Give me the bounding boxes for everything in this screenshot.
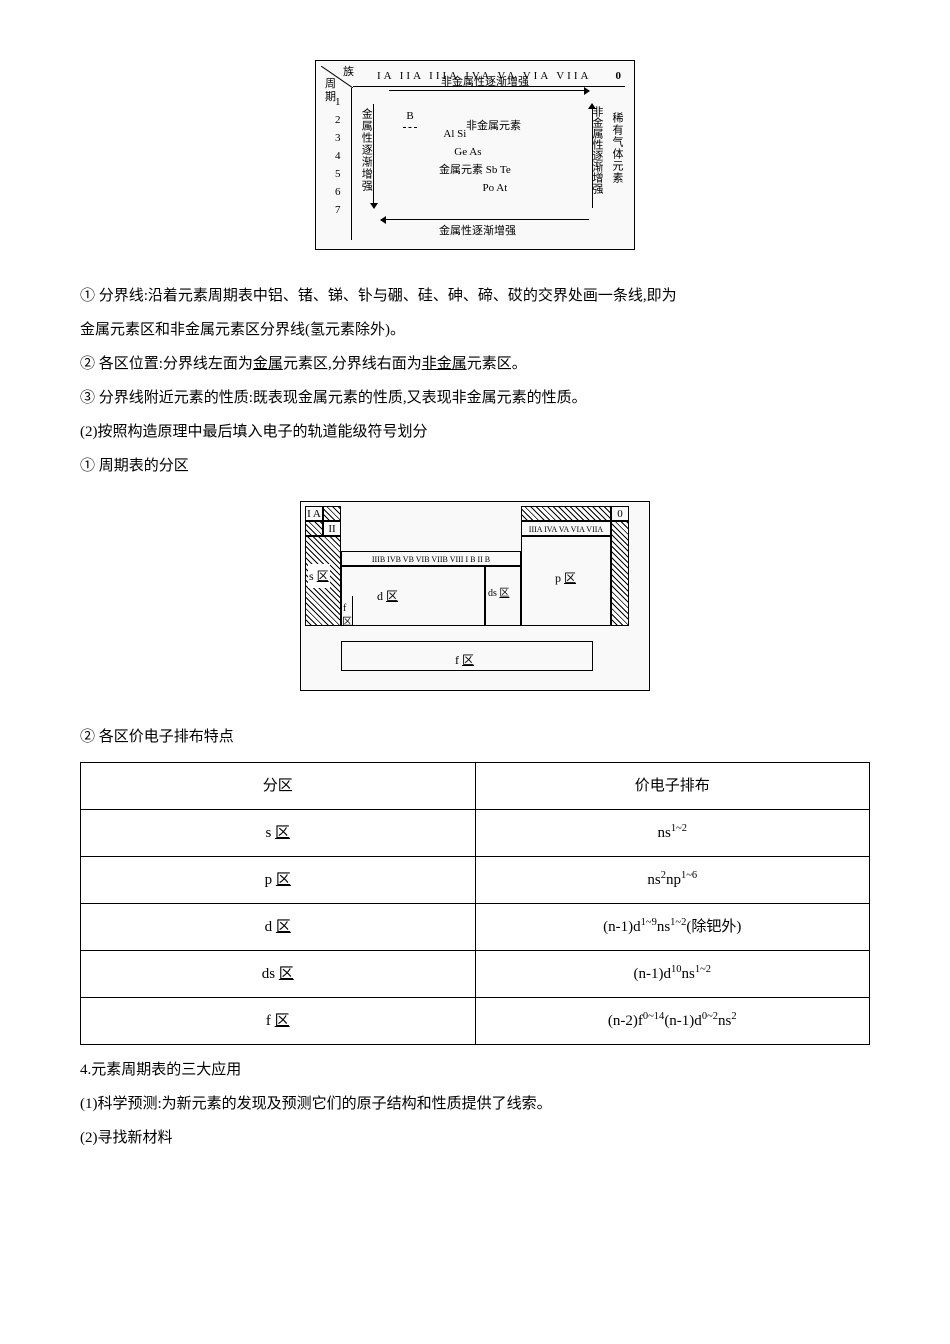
d-body: [341, 566, 485, 626]
para-valence-heading: ② 各区价电子排布特点: [80, 722, 870, 752]
period-7: 7: [335, 204, 341, 222]
group-zero: 0: [616, 70, 622, 83]
left-arrow-icon: [373, 104, 374, 208]
para-regions-a: ② 各区位置:分界线左面为: [80, 356, 253, 372]
cell-config: (n-1)d1~9ns1~2(除钯外): [475, 904, 870, 951]
para-block-heading: ① 周期表的分区: [80, 451, 870, 481]
period-rule: [351, 88, 352, 240]
hatch-p1: [521, 506, 611, 521]
stair-b: B: [403, 110, 417, 128]
period-1: 1: [335, 96, 341, 114]
cell-zone: d 区: [81, 904, 476, 951]
head-p: IIIA IVA VA VIA VIIA: [521, 521, 611, 536]
left-trend-label: 金属性逐渐增强: [359, 108, 372, 192]
para-boundary-2: 金属元素区和非金属元素区分界线(氢元素除外)。: [80, 315, 870, 345]
cell-zone: p 区: [81, 857, 476, 904]
period-6: 6: [335, 186, 341, 204]
para-applications: 4.元素周期表的三大应用: [80, 1055, 870, 1085]
period-4: 4: [335, 150, 341, 168]
cell-config: (n-2)f0~14(n-1)d0~2ns2: [475, 998, 870, 1045]
valence-table: 分区 价电子排布 s 区 ns1~2 p 区 ns2np1~6 d 区 (n-1…: [80, 762, 870, 1045]
head-ia: I A: [305, 506, 323, 521]
cell-zone: s 区: [81, 810, 476, 857]
block-inner: I A II A s 区 IIIB IVB VB VIB VIIB VIII I…: [305, 506, 645, 686]
nonmetal-region-label: 非金属元素: [466, 120, 521, 133]
stair-sb-te: 金属元素 Sb Te: [439, 164, 511, 182]
table-header-row: 分区 价电子排布: [81, 763, 870, 810]
cell-config: (n-1)d10ns1~2: [475, 951, 870, 998]
cell-zone: ds 区: [81, 951, 476, 998]
para-boundary-1: ① 分界线:沿着元素周期表中铝、锗、锑、钋与硼、硅、砷、碲、砹的交界处画一条线,…: [80, 281, 870, 311]
bottom-trend-label: 金属性逐渐增强: [439, 225, 516, 238]
para-regions-b: 元素区,分界线右面为: [283, 356, 422, 372]
table-row: ds 区 (n-1)d10ns1~2: [81, 951, 870, 998]
underline-nonmetal: 非金属: [422, 356, 467, 372]
period-3: 3: [335, 132, 341, 150]
table-row: p 区 ns2np1~6: [81, 857, 870, 904]
noble-gas-label: 稀有气体元素: [610, 112, 623, 184]
para-prediction: (1)科学预测:为新元素的发现及预测它们的原子结构和性质提供了线索。: [80, 1089, 870, 1119]
d-label: d 区: [377, 584, 398, 608]
diagram-inner: 族 周期 IA IIA IIIA IVA VA VIA VIIA 0 非金属性逐…: [321, 66, 629, 244]
hatch-0: [611, 521, 629, 626]
underline-metal: 金属: [253, 356, 283, 372]
metallicity-diagram: 族 周期 IA IIA IIIA IVA VA VIA VIIA 0 非金属性逐…: [315, 60, 635, 250]
stair-ge-as: Ge As: [425, 146, 511, 164]
cell-config: ns2np1~6: [475, 857, 870, 904]
hatch-1: [323, 506, 341, 521]
header-config: 价电子排布: [475, 763, 870, 810]
metallicity-diagram-container: 族 周期 IA IIA IIIA IVA VA VIA VIIA 0 非金属性逐…: [80, 60, 870, 261]
para-boundary-props: ③ 分界线附近元素的性质:既表现金属元素的性质,又表现非金属元素的性质。: [80, 383, 870, 413]
hatch-s1: [305, 521, 323, 536]
table-row: f 区 (n-2)f0~14(n-1)d0~2ns2: [81, 998, 870, 1045]
ds-label: ds 区: [488, 584, 509, 604]
top-arrow-icon: [389, 90, 589, 91]
bottom-arrow-icon: [381, 219, 589, 220]
table-row: s 区 ns1~2: [81, 810, 870, 857]
f-side2: 区: [342, 613, 352, 633]
cell-zone: f 区: [81, 998, 476, 1045]
top-trend-label: 非金属性逐渐增强: [441, 76, 529, 89]
block-diagram: I A II A s 区 IIIB IVB VB VIB VIIB VIII I…: [300, 501, 650, 691]
para-aufbau: (2)按照构造原理中最后填入电子的轨道能级符号划分: [80, 417, 870, 447]
head-zero: 0: [611, 506, 629, 521]
stair-po-at: Po At: [479, 182, 511, 200]
corner-top: 族: [343, 66, 354, 79]
head-d: IIIB IVB VB VIB VIIB VIII I B II B: [341, 551, 521, 566]
para-materials: (2)寻找新材料: [80, 1123, 870, 1153]
table-row: d 区 (n-1)d1~9ns1~2(除钯外): [81, 904, 870, 951]
header-zone: 分区: [81, 763, 476, 810]
period-2: 2: [335, 114, 341, 132]
s-label: s 区: [308, 564, 330, 588]
para-regions-c: 元素区。: [467, 356, 527, 372]
period-5: 5: [335, 168, 341, 186]
head-iia: II A: [323, 521, 341, 536]
period-numbers: 1 2 3 4 5 6 7: [335, 96, 341, 222]
block-diagram-container: I A II A s 区 IIIB IVB VB VIB VIIB VIII I…: [80, 501, 870, 702]
cell-config: ns1~2: [475, 810, 870, 857]
f-label: f 区: [455, 648, 474, 672]
p-label: p 区: [555, 566, 576, 590]
para-regions: ② 各区位置:分界线左面为金属元素区,分界线右面为非金属元素区。: [80, 349, 870, 379]
right-trend-label: 非金属性逐渐增强: [590, 106, 603, 194]
